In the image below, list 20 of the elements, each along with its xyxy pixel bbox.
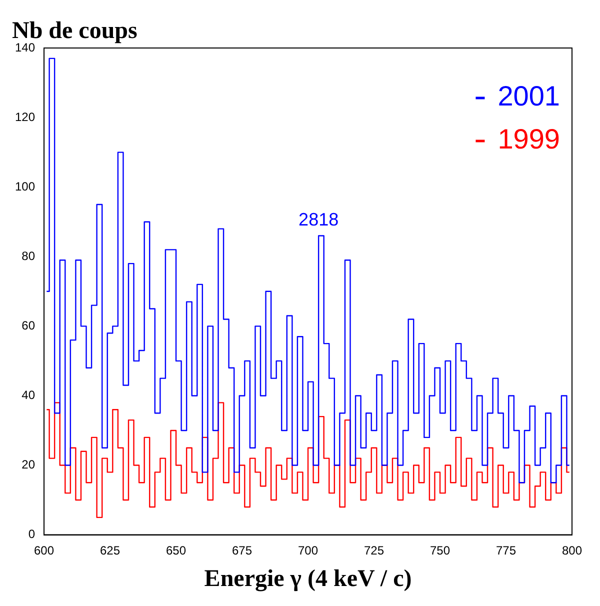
- x-tick-label: 625: [100, 543, 120, 558]
- legend-label: 1999: [498, 124, 560, 155]
- y-tick-label: 80: [22, 248, 36, 263]
- x-tick-label: 600: [34, 543, 54, 558]
- x-tick-label: 725: [364, 543, 384, 558]
- y-tick-label: 120: [14, 110, 36, 124]
- x-tick-label: 650: [166, 543, 186, 558]
- y-tick-label: 20: [22, 458, 36, 472]
- x-tick-label: 675: [232, 543, 252, 558]
- y-tick-label: 40: [22, 388, 36, 402]
- x-axis-title: Energie γ (4 keV / c): [204, 566, 412, 592]
- x-tick-label: 775: [496, 543, 516, 558]
- annotation: 2818: [298, 210, 339, 230]
- x-tick-label: 750: [430, 543, 450, 558]
- x-tick-label: 700: [298, 543, 318, 558]
- y-tick-label: 100: [14, 179, 36, 194]
- x-tick-label: 800: [562, 543, 582, 558]
- y-tick-label: 0: [28, 527, 36, 542]
- legend-label: 2001: [498, 80, 560, 112]
- y-tick-label: 60: [22, 318, 36, 332]
